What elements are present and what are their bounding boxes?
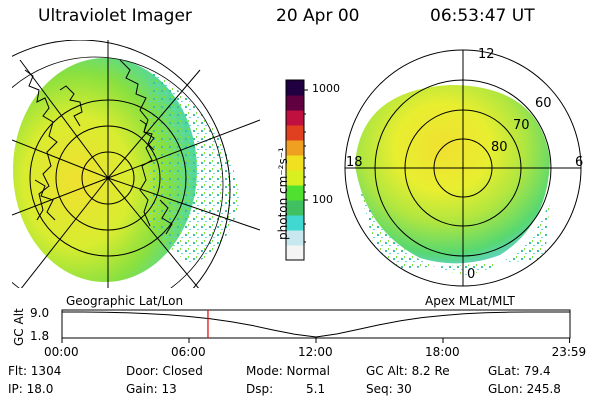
lat-label-60: 60 bbox=[535, 96, 552, 111]
colorbar bbox=[285, 79, 308, 261]
door-status: Door: Closed bbox=[126, 364, 203, 378]
mode-value: Mode: Normal bbox=[246, 364, 330, 378]
altitude-ytick-min: 1.8 bbox=[30, 329, 50, 343]
dsp-value: 5.1 bbox=[306, 382, 326, 396]
lat-label-70: 70 bbox=[513, 118, 530, 133]
app-title: Ultraviolet Imager bbox=[38, 6, 192, 26]
altitude-ylabel: GC Alt bbox=[12, 308, 26, 346]
geo-latitude: GLat: 79.4 bbox=[488, 364, 551, 378]
colorbar-segment bbox=[286, 185, 304, 201]
altitude-xtick-label: 12:00 bbox=[298, 345, 333, 359]
dsp-label: Dsp: bbox=[246, 382, 274, 396]
coastline bbox=[139, 119, 155, 151]
coastline bbox=[59, 85, 83, 127]
colorbar-tick-1000: 1000 bbox=[312, 82, 340, 95]
ip-value: IP: 18.0 bbox=[8, 382, 54, 396]
geographic-label: Geographic Lat/Lon bbox=[66, 294, 184, 308]
apex-label: Apex MLat/MLT bbox=[425, 294, 515, 308]
altitude-xtick-label: 23:59 bbox=[551, 345, 587, 359]
gc-altitude: GC Alt: 8.2 Re bbox=[366, 364, 450, 378]
colorbar-segment bbox=[286, 200, 304, 216]
earth-limb bbox=[12, 40, 231, 288]
altitude-xtick-label: 18:00 bbox=[425, 345, 460, 359]
scatter-noise-left bbox=[150, 70, 240, 265]
gain-value: Gain: 13 bbox=[126, 382, 177, 396]
coastline bbox=[24, 69, 58, 221]
altitude-xtick-label: 00:00 bbox=[44, 345, 79, 359]
time-label: 06:53:47 UT bbox=[430, 6, 535, 26]
mlt-label-12: 12 bbox=[478, 47, 495, 62]
colorbar-segment bbox=[286, 245, 304, 261]
date-label: 20 Apr 00 bbox=[276, 6, 360, 26]
coastline bbox=[119, 59, 155, 227]
lat-label-80: 80 bbox=[491, 140, 508, 155]
altitude-ytick-max: 9.0 bbox=[30, 306, 50, 320]
colorbar-tick-100: 100 bbox=[312, 193, 333, 206]
colorbar-segment bbox=[286, 155, 304, 171]
mlt-label-18: 18 bbox=[346, 155, 363, 170]
geo-longitude: GLon: 245.8 bbox=[488, 382, 561, 396]
colorbar-segment bbox=[286, 95, 304, 111]
mlt-label-6: 6 bbox=[575, 155, 584, 170]
colorbar-segment bbox=[286, 140, 304, 156]
colorbar-label: photon cm⁻²s⁻¹ bbox=[276, 147, 290, 240]
sequence-value: Seq: 30 bbox=[366, 382, 412, 396]
colorbar-segment bbox=[286, 230, 304, 246]
altitude-xtick-label: 06:00 bbox=[171, 345, 206, 359]
coastline bbox=[34, 179, 56, 221]
coastline bbox=[159, 199, 173, 235]
colorbar-segment bbox=[286, 125, 304, 141]
flight-number: Flt: 1304 bbox=[8, 364, 62, 378]
colorbar-segment bbox=[286, 80, 304, 96]
mlt-label-0: 0 bbox=[467, 267, 476, 282]
colorbar-segment bbox=[286, 170, 304, 186]
colorbar-segment bbox=[286, 215, 304, 231]
colorbar-segment bbox=[286, 110, 304, 126]
